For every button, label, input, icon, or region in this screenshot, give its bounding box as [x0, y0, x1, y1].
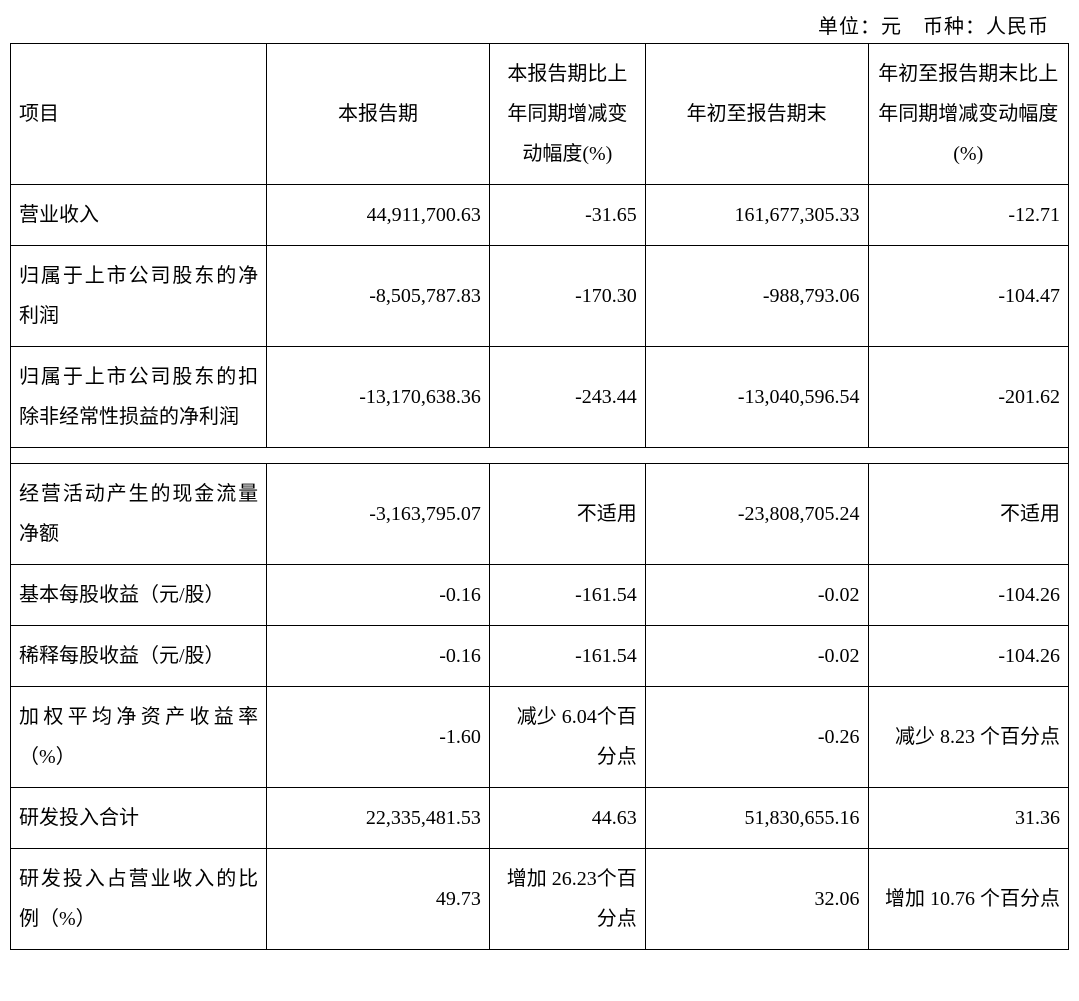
cell-value: 22,335,481.53 [267, 788, 490, 849]
cell-item: 归属于上市公司股东的净利润 [11, 246, 267, 347]
cell-value: -1.60 [267, 687, 490, 788]
spacer [902, 16, 923, 38]
table-header-row: 项目 本报告期 本报告期比上年同期增减变动幅度(%) 年初至报告期末 年初至报告… [11, 44, 1069, 185]
cell-value: 不适用 [489, 464, 645, 565]
cell-value: -8,505,787.83 [267, 246, 490, 347]
cell-value: 51,830,655.16 [645, 788, 868, 849]
cell-value: 44,911,700.63 [267, 185, 490, 246]
cell-value: -0.26 [645, 687, 868, 788]
cell-value: -104.26 [868, 626, 1068, 687]
cell-value: 44.63 [489, 788, 645, 849]
cell-item: 基本每股收益（元/股） [11, 565, 267, 626]
table-row: 归属于上市公司股东的净利润 -8,505,787.83 -170.30 -988… [11, 246, 1069, 347]
cell-value: -170.30 [489, 246, 645, 347]
cell-value: 不适用 [868, 464, 1068, 565]
cell-value: -243.44 [489, 347, 645, 448]
cell-value: -12.71 [868, 185, 1068, 246]
table-row: 稀释每股收益（元/股） -0.16 -161.54 -0.02 -104.26 [11, 626, 1069, 687]
col-header-ytd: 年初至报告期末 [645, 44, 868, 185]
cell-value: 增加 10.76 个百分点 [868, 849, 1068, 950]
cell-value: -23,808,705.24 [645, 464, 868, 565]
table-row: 研发投入占营业收入的比例（%） 49.73 增加 26.23个百分点 32.06… [11, 849, 1069, 950]
col-header-item: 项目 [11, 44, 267, 185]
unit-value: 元 [881, 16, 902, 38]
cell-value: -3,163,795.07 [267, 464, 490, 565]
cell-value: -161.54 [489, 626, 645, 687]
cell-value: -161.54 [489, 565, 645, 626]
currency-prefix: 币种： [923, 16, 986, 38]
table-row: 基本每股收益（元/股） -0.16 -161.54 -0.02 -104.26 [11, 565, 1069, 626]
cell-value: 减少 6.04个百分点 [489, 687, 645, 788]
table-row: 加权平均净资产收益率（%） -1.60 减少 6.04个百分点 -0.26 减少… [11, 687, 1069, 788]
table-row: 营业收入 44,911,700.63 -31.65 161,677,305.33… [11, 185, 1069, 246]
cell-value: -0.02 [645, 565, 868, 626]
cell-item: 营业收入 [11, 185, 267, 246]
cell-value: -201.62 [868, 347, 1068, 448]
col-header-period-change: 本报告期比上年同期增减变动幅度(%) [489, 44, 645, 185]
cell-value: 32.06 [645, 849, 868, 950]
table-row: 经营活动产生的现金流量净额 -3,163,795.07 不适用 -23,808,… [11, 464, 1069, 565]
cell-value: -0.02 [645, 626, 868, 687]
cell-item: 加权平均净资产收益率（%） [11, 687, 267, 788]
cell-item: 经营活动产生的现金流量净额 [11, 464, 267, 565]
cell-value: -0.16 [267, 626, 490, 687]
cell-value: -104.47 [868, 246, 1068, 347]
currency-value: 人民币 [986, 16, 1049, 38]
cell-value: -0.16 [267, 565, 490, 626]
cell-item: 研发投入占营业收入的比例（%） [11, 849, 267, 950]
cell-value: -13,040,596.54 [645, 347, 868, 448]
cell-value: -13,170,638.36 [267, 347, 490, 448]
cell-value: 31.36 [868, 788, 1068, 849]
cell-item: 归属于上市公司股东的扣除非经常性损益的净利润 [11, 347, 267, 448]
col-header-ytd-change: 年初至报告期末比上年同期增减变动幅度(%) [868, 44, 1068, 185]
financial-table: 项目 本报告期 本报告期比上年同期增减变动幅度(%) 年初至报告期末 年初至报告… [10, 43, 1069, 950]
cell-value: 161,677,305.33 [645, 185, 868, 246]
table-gap [11, 448, 1069, 464]
header-units: 单位：元 币种：人民币 [10, 10, 1069, 39]
cell-value: -988,793.06 [645, 246, 868, 347]
cell-value: 增加 26.23个百分点 [489, 849, 645, 950]
col-header-period: 本报告期 [267, 44, 490, 185]
cell-value: 49.73 [267, 849, 490, 950]
table-row: 研发投入合计 22,335,481.53 44.63 51,830,655.16… [11, 788, 1069, 849]
unit-prefix: 单位： [818, 16, 881, 38]
cell-item: 稀释每股收益（元/股） [11, 626, 267, 687]
cell-value: 减少 8.23 个百分点 [868, 687, 1068, 788]
cell-value: -104.26 [868, 565, 1068, 626]
cell-value: -31.65 [489, 185, 645, 246]
cell-item: 研发投入合计 [11, 788, 267, 849]
table-row: 归属于上市公司股东的扣除非经常性损益的净利润 -13,170,638.36 -2… [11, 347, 1069, 448]
